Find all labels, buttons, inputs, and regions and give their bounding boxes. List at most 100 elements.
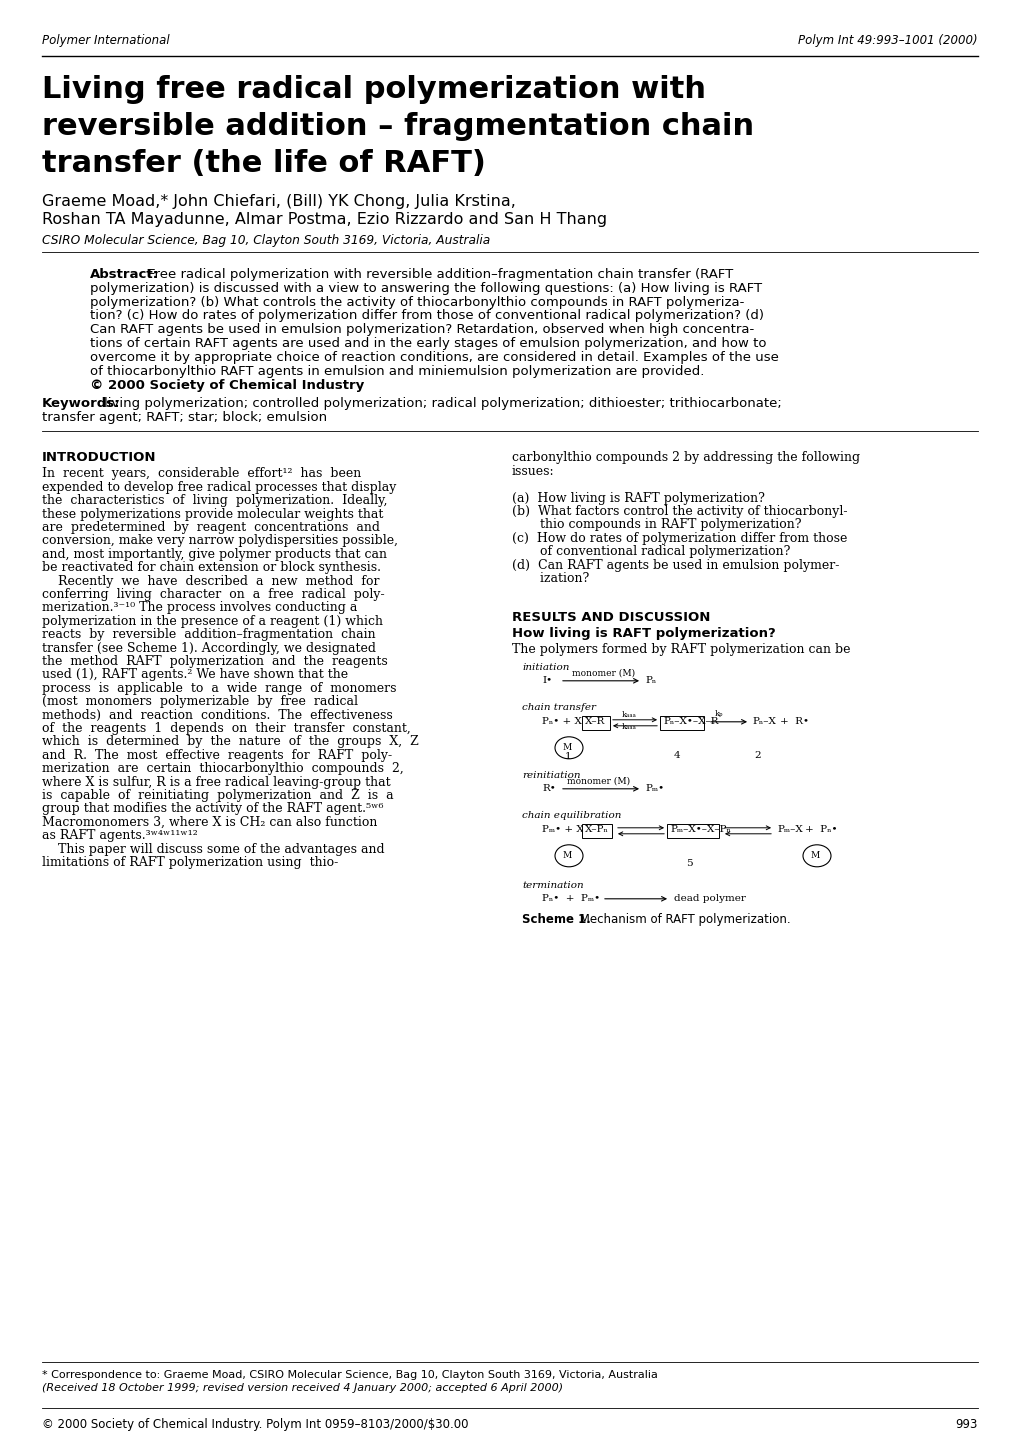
Bar xyxy=(659,716,703,730)
Text: +  Pₙ•: + Pₙ• xyxy=(804,825,837,834)
Text: polymerization? (b) What controls the activity of thiocarbonylthio compounds in : polymerization? (b) What controls the ac… xyxy=(90,296,744,309)
Text: transfer (see Scheme 1). Accordingly, we designated: transfer (see Scheme 1). Accordingly, we… xyxy=(42,642,376,655)
Text: as RAFT agents.³ʷ⁴ʷ¹¹ʷ¹²: as RAFT agents.³ʷ⁴ʷ¹¹ʷ¹² xyxy=(42,830,198,843)
Text: R•: R• xyxy=(541,784,555,792)
Text: 1: 1 xyxy=(565,752,571,760)
Text: INTRODUCTION: INTRODUCTION xyxy=(42,452,156,465)
Text: How living is RAFT polymerization?: How living is RAFT polymerization? xyxy=(512,626,775,639)
Text: overcome it by appropriate choice of reaction conditions, are considered in deta: overcome it by appropriate choice of rea… xyxy=(90,351,779,364)
Text: © 2000 Society of Chemical Industry. Polym Int 0959–8103/2000/$30.00: © 2000 Society of Chemical Industry. Pol… xyxy=(42,1418,468,1431)
Text: chain transfer: chain transfer xyxy=(522,703,595,711)
Text: (c)  How do rates of polymerization differ from those: (c) How do rates of polymerization diffe… xyxy=(512,532,847,545)
Text: reacts  by  reversible  addition–fragmentation  chain: reacts by reversible addition–fragmentat… xyxy=(42,628,375,641)
Text: polymerization) is discussed with a view to answering the following questions: (: polymerization) is discussed with a view… xyxy=(90,281,761,294)
Text: Pₘ–X: Pₘ–X xyxy=(776,825,802,834)
Text: merization.³⁻¹⁰ The process involves conducting a: merization.³⁻¹⁰ The process involves con… xyxy=(42,602,357,615)
Text: Living free radical polymerization with: Living free radical polymerization with xyxy=(42,75,705,104)
Text: Can RAFT agents be used in emulsion polymerization? Retardation, observed when h: Can RAFT agents be used in emulsion poly… xyxy=(90,323,753,336)
Text: kₐₐₐ: kₐₐₐ xyxy=(622,711,636,719)
Text: living polymerization; controlled polymerization; radical polymerization; dithio: living polymerization; controlled polyme… xyxy=(104,397,781,410)
Text: (b)  What factors control the activity of thiocarbonyl-: (b) What factors control the activity of… xyxy=(512,505,847,518)
Text: kₐₐₐ: kₐₐₐ xyxy=(622,723,636,730)
Text: Recently  we  have  described  a  new  method  for: Recently we have described a new method … xyxy=(42,574,379,587)
Text: Roshan TA Mayadunne, Almar Postma, Ezio Rizzardo and San H Thang: Roshan TA Mayadunne, Almar Postma, Ezio … xyxy=(42,212,606,227)
Text: CSIRO Molecular Science, Bag 10, Clayton South 3169, Victoria, Australia: CSIRO Molecular Science, Bag 10, Clayton… xyxy=(42,234,490,247)
Ellipse shape xyxy=(554,844,583,867)
Text: merization  are  certain  thiocarbonylthio  compounds  2,: merization are certain thiocarbonylthio … xyxy=(42,762,404,775)
Text: tions of certain RAFT agents are used and in the early stages of emulsion polyme: tions of certain RAFT agents are used an… xyxy=(90,338,765,351)
Text: Keywords:: Keywords: xyxy=(42,397,120,410)
Text: of thiocarbonylthio RAFT agents in emulsion and miniemulsion polymerization are : of thiocarbonylthio RAFT agents in emuls… xyxy=(90,365,704,378)
Text: chain equilibration: chain equilibration xyxy=(522,811,621,820)
Text: group that modifies the activity of the RAFT agent.⁵ʷ⁶: group that modifies the activity of the … xyxy=(42,802,383,815)
Text: Macromonomers 3, where X is CH₂ can also function: Macromonomers 3, where X is CH₂ can also… xyxy=(42,815,377,828)
Text: kₚ: kₚ xyxy=(714,710,722,717)
Text: (most  monomers  polymerizable  by  free  radical: (most monomers polymerizable by free rad… xyxy=(42,696,358,709)
Text: Free radical polymerization with reversible addition–fragmentation chain transfe: Free radical polymerization with reversi… xyxy=(148,268,733,281)
Text: © 2000 Society of Chemical Industry: © 2000 Society of Chemical Industry xyxy=(90,380,364,392)
Text: Pₘ–X•–X–Pₙ: Pₘ–X•–X–Pₙ xyxy=(669,825,731,834)
Text: process  is  applicable  to  a  wide  range  of  monomers: process is applicable to a wide range of… xyxy=(42,681,396,694)
Text: methods)  and  reaction  conditions.  The  effectiveness: methods) and reaction conditions. The ef… xyxy=(42,709,392,722)
Text: tion? (c) How do rates of polymerization differ from those of conventional radic: tion? (c) How do rates of polymerization… xyxy=(90,309,763,322)
Text: monomer (M): monomer (M) xyxy=(567,776,630,786)
Text: of  the  reagents  1  depends  on  their  transfer  constant,: of the reagents 1 depends on their trans… xyxy=(42,722,411,734)
Bar xyxy=(666,824,718,838)
Text: M: M xyxy=(562,851,572,860)
Text: Pₙ: Pₙ xyxy=(644,675,655,685)
Text: Pₙ• + X: Pₙ• + X xyxy=(541,717,581,726)
Text: termination: termination xyxy=(522,880,583,890)
Ellipse shape xyxy=(802,844,830,867)
Text: Polymer International: Polymer International xyxy=(42,35,169,48)
Text: monomer (M): monomer (M) xyxy=(572,668,635,678)
Text: which  is  determined  by  the  nature  of  the  groups  X,  Z: which is determined by the nature of the… xyxy=(42,736,419,749)
Text: and  R.  The  most  effective  reagents  for  RAFT  poly-: and R. The most effective reagents for R… xyxy=(42,749,391,762)
Text: issues:: issues: xyxy=(512,465,554,478)
Text: 5: 5 xyxy=(686,859,692,867)
Text: Mechanism of RAFT polymerization.: Mechanism of RAFT polymerization. xyxy=(576,913,790,926)
Text: Pₙ–X: Pₙ–X xyxy=(751,717,775,726)
Text: are  predetermined  by  reagent  concentrations  and: are predetermined by reagent concentrati… xyxy=(42,521,380,534)
Text: these polymerizations provide molecular weights that: these polymerizations provide molecular … xyxy=(42,508,383,521)
Text: and, most importantly, give polymer products that can: and, most importantly, give polymer prod… xyxy=(42,548,386,561)
Text: (d)  Can RAFT agents be used in emulsion polymer-: (d) Can RAFT agents be used in emulsion … xyxy=(512,558,839,571)
Text: 2: 2 xyxy=(753,750,760,760)
Text: X–Pₙ: X–Pₙ xyxy=(585,825,608,834)
Text: initiation: initiation xyxy=(522,662,569,672)
Text: (a)  How living is RAFT polymerization?: (a) How living is RAFT polymerization? xyxy=(512,492,764,505)
Text: Scheme 1.: Scheme 1. xyxy=(522,913,590,926)
Text: the  characteristics  of  living  polymerization.  Ideally,: the characteristics of living polymeriza… xyxy=(42,494,387,506)
Text: polymerization in the presence of a reagent (1) which: polymerization in the presence of a reag… xyxy=(42,615,382,628)
Text: Pₘ• + X: Pₘ• + X xyxy=(541,825,583,834)
Text: +  R•: + R• xyxy=(780,717,808,726)
Bar xyxy=(582,716,609,730)
Text: I•: I• xyxy=(541,675,551,685)
Text: conferring  living  character  on  a  free  radical  poly-: conferring living character on a free ra… xyxy=(42,587,384,600)
Text: thio compounds in RAFT polymerization?: thio compounds in RAFT polymerization? xyxy=(512,518,801,531)
Text: Pₙ–X•–X–R: Pₙ–X•–X–R xyxy=(662,717,717,726)
Text: Pₙ•  +  Pₘ•: Pₙ• + Pₘ• xyxy=(541,893,599,903)
Text: limitations of RAFT polymerization using  thio-: limitations of RAFT polymerization using… xyxy=(42,856,338,869)
Text: ization?: ization? xyxy=(512,571,589,584)
Text: conversion, make very narrow polydispersities possible,: conversion, make very narrow polydispers… xyxy=(42,534,397,547)
Text: carbonylthio compounds 2 by addressing the following: carbonylthio compounds 2 by addressing t… xyxy=(512,452,859,465)
Text: Graeme Moad,* John Chiefari, (Bill) YK Chong, Julia Krstina,: Graeme Moad,* John Chiefari, (Bill) YK C… xyxy=(42,193,516,209)
Text: the  method  RAFT  polymerization  and  the  reagents: the method RAFT polymerization and the r… xyxy=(42,655,387,668)
Text: Pₘ•: Pₘ• xyxy=(644,784,663,792)
Text: Abstract:: Abstract: xyxy=(90,268,159,281)
Text: reinitiation: reinitiation xyxy=(522,771,580,779)
Text: where X is sulfur, R is a free radical leaving-group that: where X is sulfur, R is a free radical l… xyxy=(42,775,390,789)
Text: (Received 18 October 1999; revised version received 4 January 2000; accepted 6 A: (Received 18 October 1999; revised versi… xyxy=(42,1382,562,1392)
Text: transfer agent; RAFT; star; block; emulsion: transfer agent; RAFT; star; block; emuls… xyxy=(42,411,327,424)
Text: The polymers formed by RAFT polymerization can be: The polymers formed by RAFT polymerizati… xyxy=(512,642,850,655)
Text: This paper will discuss some of the advantages and: This paper will discuss some of the adva… xyxy=(42,843,384,856)
Text: In  recent  years,  considerable  effort¹²  has  been: In recent years, considerable effort¹² h… xyxy=(42,468,361,481)
Text: RESULTS AND DISCUSSION: RESULTS AND DISCUSSION xyxy=(512,610,709,623)
Bar xyxy=(582,824,611,838)
Text: transfer (the life of RAFT): transfer (the life of RAFT) xyxy=(42,149,485,177)
Text: M: M xyxy=(562,743,572,752)
Text: is  capable  of  reinitiating  polymerization  and  Z  is  a: is capable of reinitiating polymerizatio… xyxy=(42,789,393,802)
Ellipse shape xyxy=(554,737,583,759)
Text: Polym Int 49:993–1001 (2000): Polym Int 49:993–1001 (2000) xyxy=(798,35,977,48)
Text: 4: 4 xyxy=(674,750,680,760)
